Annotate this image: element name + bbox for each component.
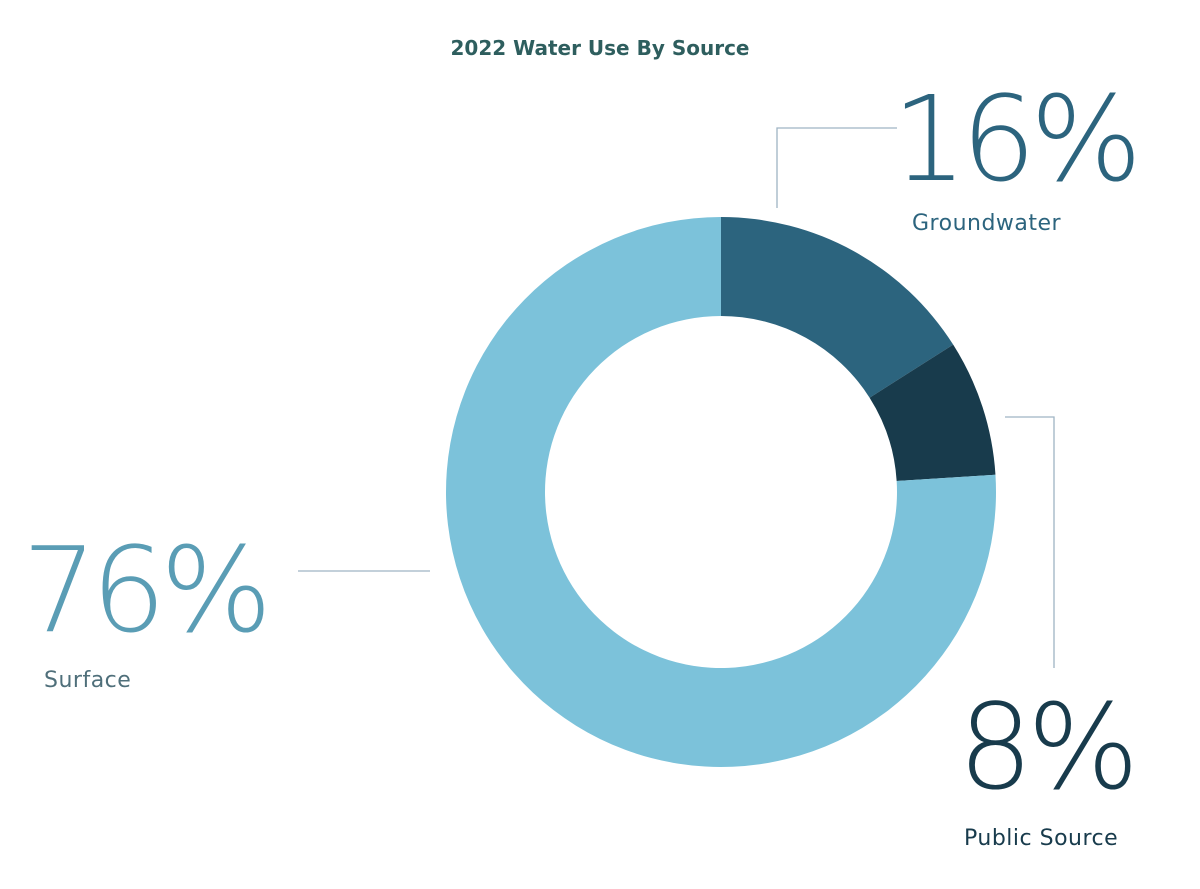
slice-public-source — [869, 344, 996, 481]
value-label-surface: 76% — [22, 521, 266, 659]
slice-surface — [446, 217, 996, 767]
value-label-public-source: 8% — [958, 678, 1133, 816]
donut-slices — [446, 217, 996, 767]
slice-groundwater — [721, 217, 954, 398]
value-label-groundwater: 16% — [892, 70, 1136, 208]
chart-title: 2022 Water Use By Source — [450, 36, 749, 60]
leader-line-groundwater — [776, 127, 897, 208]
leader-line-public-source — [1005, 416, 1055, 668]
slice-label-public-source: Public Source — [964, 826, 1118, 851]
slice-label-groundwater: Groundwater — [912, 211, 1062, 236]
slice-label-surface: Surface — [44, 668, 131, 693]
